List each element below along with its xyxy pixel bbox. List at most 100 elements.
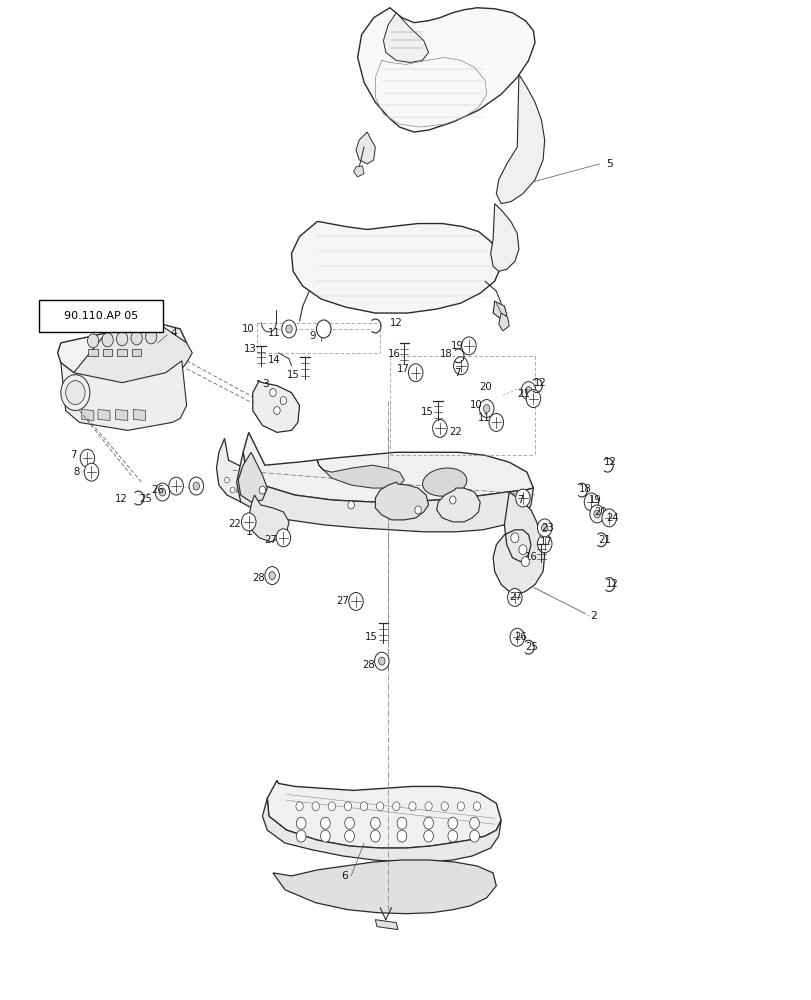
Text: 15: 15: [364, 632, 377, 642]
Circle shape: [510, 533, 518, 543]
Text: 20: 20: [593, 507, 606, 517]
Text: 21: 21: [517, 389, 530, 399]
Circle shape: [448, 817, 457, 829]
Circle shape: [432, 419, 447, 437]
Text: 7: 7: [454, 368, 461, 378]
Text: 18: 18: [578, 484, 590, 494]
Circle shape: [393, 802, 400, 811]
Text: 12: 12: [115, 494, 127, 504]
Polygon shape: [272, 860, 496, 914]
Text: 27: 27: [508, 592, 521, 602]
Circle shape: [259, 486, 265, 494]
Polygon shape: [66, 323, 192, 389]
Polygon shape: [133, 410, 145, 420]
Polygon shape: [490, 204, 518, 271]
Polygon shape: [88, 349, 98, 356]
Polygon shape: [115, 410, 127, 420]
Circle shape: [281, 320, 296, 338]
Text: 7: 7: [71, 450, 77, 460]
Polygon shape: [98, 410, 110, 420]
Circle shape: [408, 802, 415, 811]
Circle shape: [155, 483, 169, 501]
Circle shape: [449, 496, 456, 504]
FancyBboxPatch shape: [39, 300, 163, 332]
Circle shape: [269, 389, 276, 397]
Circle shape: [525, 387, 531, 395]
Circle shape: [453, 357, 467, 375]
Polygon shape: [103, 349, 112, 356]
Circle shape: [518, 545, 526, 555]
Circle shape: [521, 557, 529, 567]
Text: 17: 17: [539, 537, 552, 547]
Polygon shape: [58, 323, 187, 383]
Circle shape: [193, 482, 200, 490]
Circle shape: [344, 802, 351, 811]
Circle shape: [311, 802, 319, 811]
Circle shape: [230, 487, 234, 493]
Circle shape: [424, 802, 431, 811]
Circle shape: [406, 494, 418, 510]
Text: 12: 12: [605, 579, 618, 589]
Polygon shape: [291, 222, 500, 313]
Circle shape: [345, 830, 354, 842]
Circle shape: [61, 375, 90, 410]
Text: 15: 15: [286, 370, 299, 380]
Polygon shape: [317, 460, 404, 488]
Text: 25: 25: [139, 494, 152, 504]
Circle shape: [345, 817, 354, 829]
Circle shape: [473, 802, 480, 811]
Circle shape: [264, 567, 279, 585]
Circle shape: [457, 802, 464, 811]
Circle shape: [521, 382, 535, 400]
Circle shape: [131, 331, 142, 345]
Circle shape: [295, 802, 303, 811]
Polygon shape: [498, 313, 508, 331]
Circle shape: [423, 817, 433, 829]
Polygon shape: [61, 361, 187, 430]
Polygon shape: [436, 488, 479, 522]
Text: 3: 3: [262, 379, 268, 389]
Circle shape: [360, 802, 367, 811]
Text: 21: 21: [597, 535, 610, 545]
Polygon shape: [267, 780, 500, 848]
Text: 26: 26: [151, 485, 164, 495]
Circle shape: [328, 802, 335, 811]
Polygon shape: [242, 432, 533, 502]
Circle shape: [537, 535, 551, 553]
Text: 4: 4: [170, 328, 177, 338]
Circle shape: [378, 657, 384, 665]
Polygon shape: [217, 438, 272, 502]
Circle shape: [507, 589, 521, 606]
Circle shape: [593, 510, 599, 518]
Polygon shape: [375, 920, 397, 930]
Circle shape: [225, 477, 229, 483]
Circle shape: [116, 332, 127, 346]
Circle shape: [370, 817, 380, 829]
Circle shape: [370, 830, 380, 842]
Text: 27: 27: [264, 535, 277, 545]
Text: 19: 19: [588, 495, 601, 505]
Circle shape: [285, 325, 292, 333]
Circle shape: [169, 477, 183, 495]
Text: 9: 9: [309, 331, 315, 341]
Circle shape: [483, 405, 489, 412]
Polygon shape: [117, 349, 127, 356]
Polygon shape: [355, 132, 375, 164]
Text: 10: 10: [242, 324, 254, 334]
Circle shape: [526, 390, 540, 408]
Text: 17: 17: [397, 364, 410, 374]
Circle shape: [296, 830, 306, 842]
Circle shape: [509, 628, 524, 646]
Text: 11: 11: [268, 328, 281, 338]
Circle shape: [80, 449, 95, 467]
Text: 6: 6: [341, 871, 347, 881]
Text: 16: 16: [388, 349, 401, 359]
Polygon shape: [492, 301, 506, 319]
Circle shape: [241, 513, 255, 531]
Text: 13: 13: [244, 344, 256, 354]
Polygon shape: [131, 349, 141, 356]
Text: 1: 1: [246, 527, 252, 537]
Circle shape: [276, 529, 290, 547]
Text: 25: 25: [525, 642, 538, 652]
Text: 90.110.AP 05: 90.110.AP 05: [64, 311, 138, 321]
